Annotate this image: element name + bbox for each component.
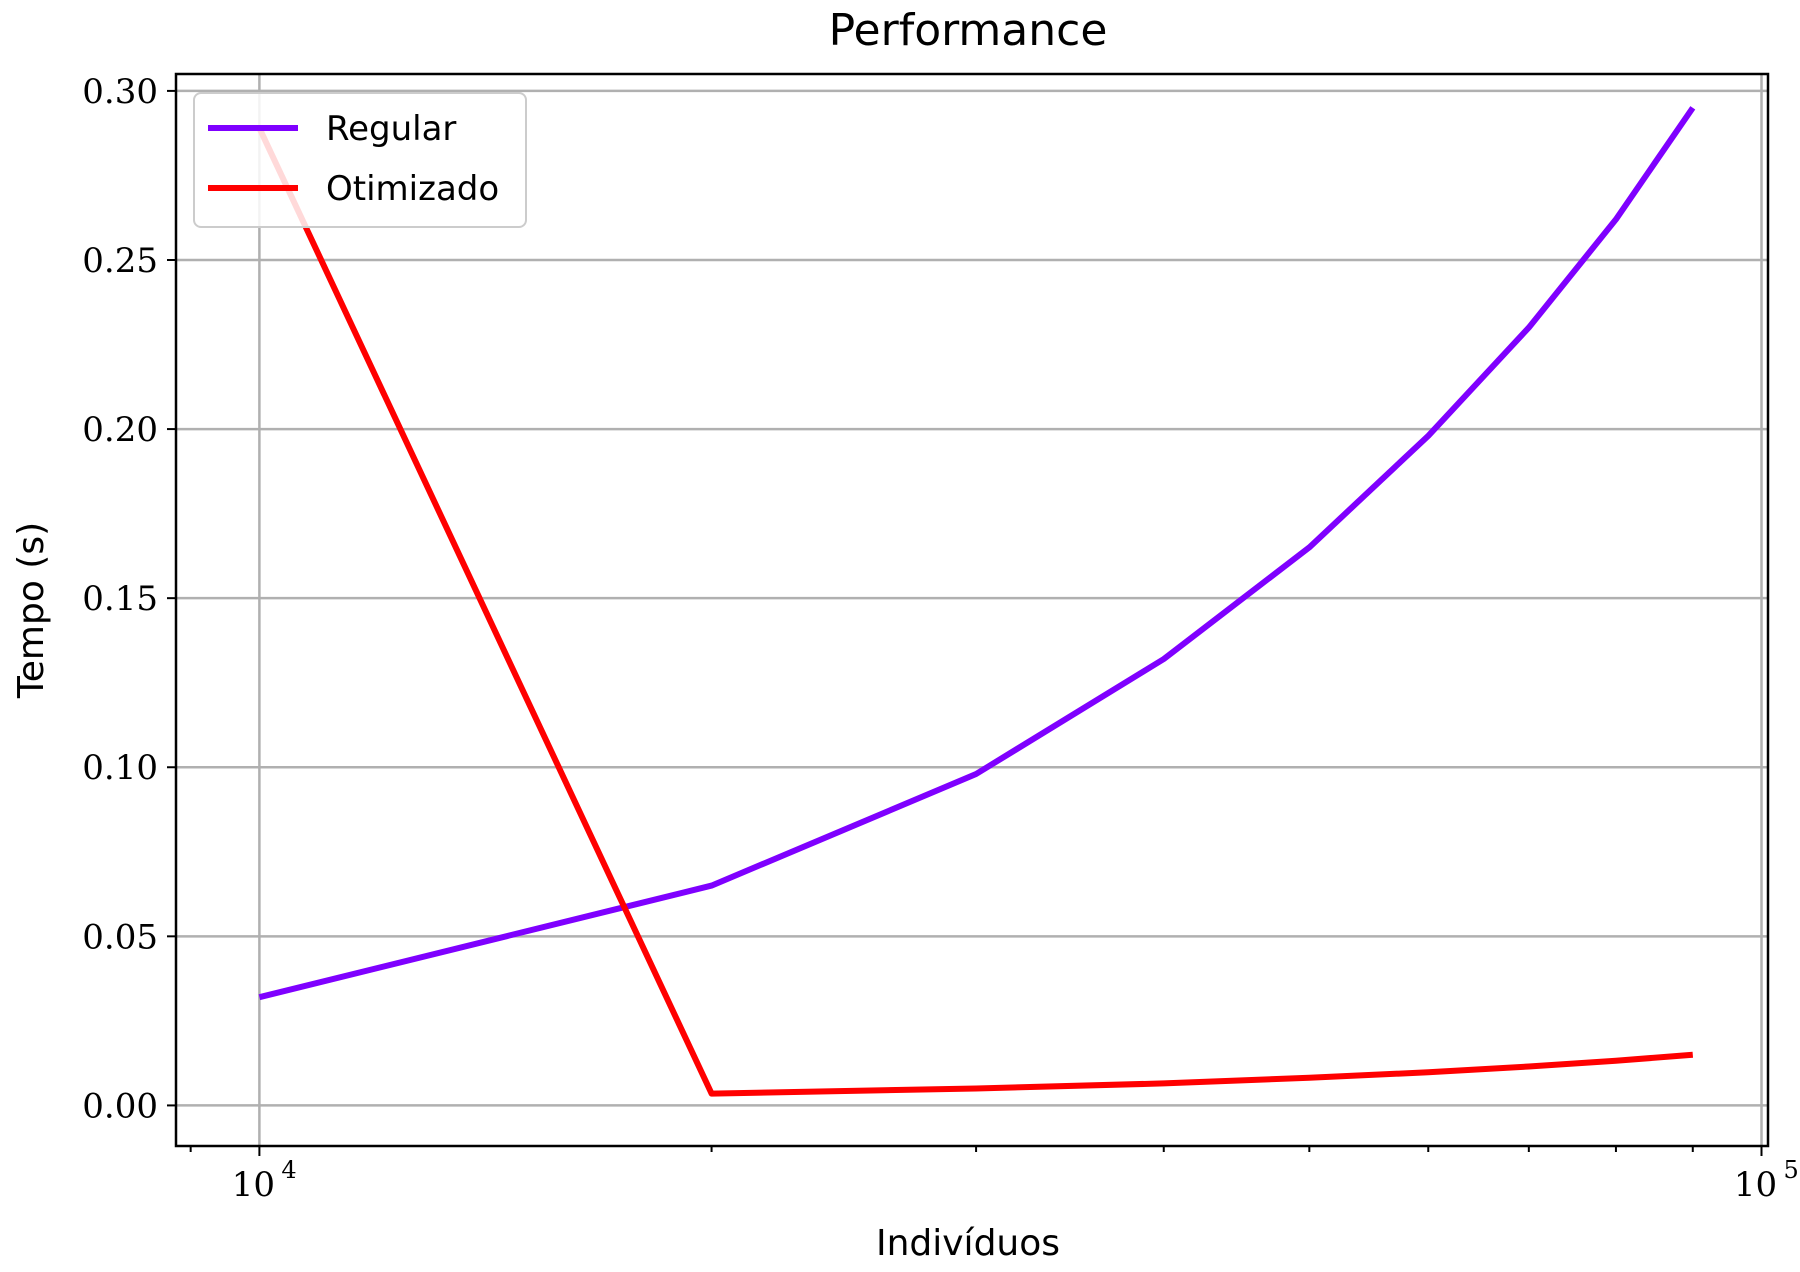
series-layer [256, 106, 1696, 1097]
x-tick-label: 10 [1734, 1165, 1777, 1205]
series-line-otimizado [256, 126, 1694, 1097]
y-tick-label: 0.20 [82, 410, 158, 450]
y-tick-label: 0.15 [82, 579, 158, 619]
plot-frame [174, 72, 1770, 1148]
y-tick-label: 0.05 [82, 917, 158, 957]
y-tick-label: 0.25 [82, 241, 158, 281]
y-axis-label: Tempo (s) [11, 522, 52, 699]
y-axis: 0.00 0.05 0.10 0.15 0.20 0.25 0.30 [82, 72, 176, 1126]
y-tick-label: 0.30 [82, 72, 158, 112]
grid-layer [176, 74, 1768, 1146]
x-tick-exponent: 5 [1784, 1156, 1799, 1184]
y-tick-label: 0.10 [82, 748, 158, 788]
x-tick-label: 10 [232, 1165, 275, 1205]
chart-title: Performance [829, 5, 1108, 56]
legend-label-otimizado: Otimizado [326, 169, 499, 209]
y-tick-label: 0.00 [82, 1086, 158, 1126]
legend-label-regular: Regular [326, 109, 456, 149]
series-line-regular [258, 106, 1696, 1001]
legend: Regular Otimizado [193, 92, 527, 228]
x-axis: 10 4 10 5 [189, 1146, 1799, 1205]
x-tick-exponent: 4 [281, 1156, 296, 1184]
x-axis-label: Indivíduos [876, 1223, 1060, 1264]
